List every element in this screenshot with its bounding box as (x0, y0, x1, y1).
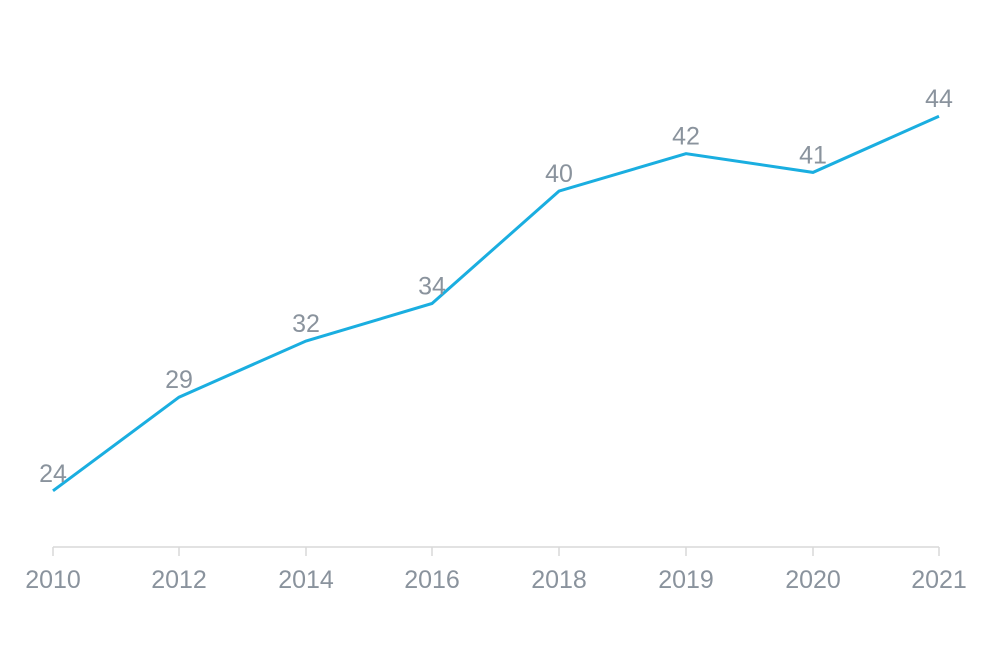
x-tick-label: 2021 (911, 566, 967, 594)
data-label: 29 (165, 366, 193, 394)
series-line (52, 114, 940, 493)
data-label: 32 (292, 310, 320, 338)
data-label: 34 (418, 273, 446, 301)
data-label: 40 (545, 160, 573, 188)
x-tick-label: 2014 (278, 566, 334, 594)
data-label: 42 (672, 123, 700, 151)
x-tick-label: 2020 (785, 566, 841, 594)
x-tick-label: 2019 (658, 566, 714, 594)
x-tick-label: 2018 (531, 566, 587, 594)
data-label: 44 (925, 85, 953, 113)
x-tick-label: 2012 (151, 566, 207, 594)
data-label: 24 (39, 460, 67, 488)
x-tick-label: 2010 (25, 566, 81, 594)
data-label: 41 (799, 141, 827, 169)
x-tick-label: 2016 (404, 566, 460, 594)
plot-area: 2010 2012 2014 2016 2018 2019 2020 2021 24 29 32 34… (25, 85, 967, 594)
